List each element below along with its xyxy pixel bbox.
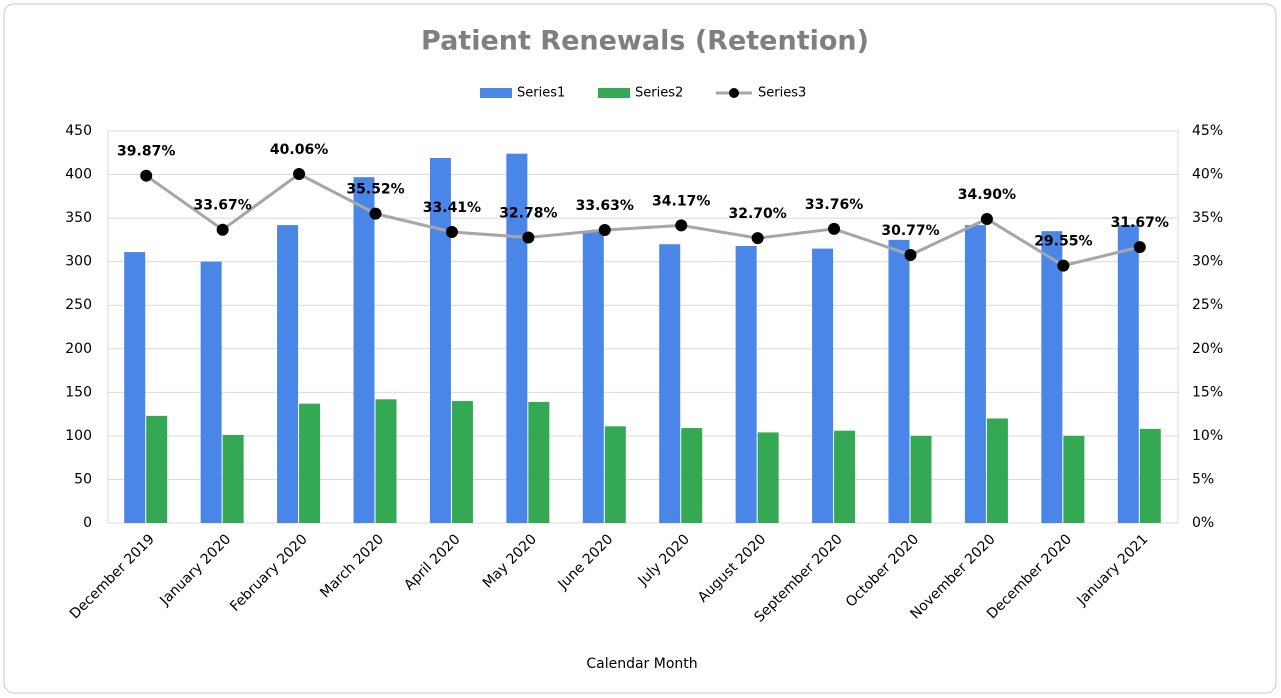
bar bbox=[222, 435, 244, 523]
y2-tick-label: 30% bbox=[1192, 254, 1223, 270]
bar bbox=[681, 428, 703, 523]
y2-tick-label: 5% bbox=[1192, 471, 1214, 487]
marker bbox=[598, 224, 611, 237]
data-label: 32.70% bbox=[728, 206, 786, 222]
bar bbox=[812, 248, 834, 523]
bar bbox=[299, 403, 321, 523]
bar bbox=[986, 418, 1008, 523]
y-tick-label: 50 bbox=[74, 471, 92, 487]
marker bbox=[216, 223, 229, 236]
marker bbox=[751, 232, 764, 245]
y-tick-label: 250 bbox=[65, 297, 92, 313]
bar bbox=[124, 252, 146, 523]
marker bbox=[675, 219, 688, 232]
bar bbox=[910, 435, 932, 523]
legend-swatch bbox=[480, 88, 512, 98]
bar bbox=[888, 239, 910, 523]
y-tick-label: 150 bbox=[65, 384, 92, 400]
marker bbox=[293, 168, 306, 181]
data-label: 33.41% bbox=[423, 200, 481, 216]
bar bbox=[375, 399, 397, 523]
data-label: 33.63% bbox=[576, 198, 634, 214]
y-tick-label: 350 bbox=[65, 210, 92, 226]
data-label: 34.17% bbox=[652, 193, 710, 209]
y2-tick-label: 35% bbox=[1192, 210, 1223, 226]
data-label: 35.52% bbox=[346, 182, 404, 198]
marker bbox=[140, 169, 153, 182]
y2-tick-label: 45% bbox=[1192, 123, 1223, 139]
bar bbox=[353, 177, 375, 523]
y2-tick-label: 0% bbox=[1192, 515, 1214, 531]
legend-label: Series3 bbox=[758, 86, 806, 101]
x-axis-title: Calendar Month bbox=[586, 656, 697, 672]
bar bbox=[757, 432, 779, 523]
legend-swatch bbox=[598, 88, 630, 98]
bar bbox=[1063, 435, 1085, 523]
bar bbox=[1117, 225, 1139, 523]
bar bbox=[506, 153, 528, 523]
bar bbox=[1139, 428, 1161, 523]
y-tick-label: 100 bbox=[65, 428, 92, 444]
data-label: 40.06% bbox=[270, 142, 328, 158]
data-label: 32.78% bbox=[499, 205, 557, 221]
bar bbox=[1041, 231, 1063, 523]
marker bbox=[445, 225, 458, 238]
legend-marker bbox=[729, 88, 739, 98]
bar bbox=[834, 430, 856, 523]
marker bbox=[522, 231, 535, 244]
y2-tick-label: 20% bbox=[1192, 341, 1223, 357]
data-label: 39.87% bbox=[117, 144, 175, 160]
bar bbox=[735, 245, 757, 523]
y2-tick-label: 25% bbox=[1192, 297, 1223, 313]
y2-tick-label: 40% bbox=[1192, 167, 1223, 183]
data-label: 33.76% bbox=[805, 197, 863, 213]
bar bbox=[604, 426, 626, 523]
bar bbox=[146, 415, 168, 523]
marker bbox=[980, 212, 993, 225]
bar bbox=[964, 225, 986, 523]
bar bbox=[528, 401, 550, 523]
marker bbox=[1057, 259, 1070, 272]
marker bbox=[904, 248, 917, 261]
marker bbox=[828, 222, 841, 235]
y-tick-label: 300 bbox=[65, 254, 92, 270]
y-tick-label: 400 bbox=[65, 167, 92, 183]
bar bbox=[200, 261, 222, 523]
bar bbox=[582, 231, 604, 523]
chart-title: Patient Renewals (Retention) bbox=[421, 26, 869, 57]
legend-label: Series1 bbox=[517, 86, 565, 101]
data-label: 34.90% bbox=[958, 187, 1016, 203]
y-tick-label: 200 bbox=[65, 341, 92, 357]
y-tick-label: 0 bbox=[83, 515, 92, 531]
marker bbox=[369, 207, 382, 220]
bar bbox=[451, 401, 473, 523]
bar bbox=[277, 225, 299, 523]
bar bbox=[659, 244, 681, 523]
data-label: 30.77% bbox=[881, 223, 939, 239]
data-label: 31.67% bbox=[1111, 215, 1169, 231]
marker bbox=[1133, 241, 1146, 254]
bar bbox=[429, 158, 451, 523]
legend-label: Series2 bbox=[635, 86, 683, 101]
data-label: 33.67% bbox=[193, 198, 251, 214]
y-tick-label: 450 bbox=[65, 123, 92, 139]
data-label: 29.55% bbox=[1034, 234, 1092, 250]
y2-tick-label: 10% bbox=[1192, 428, 1223, 444]
line bbox=[145, 172, 1141, 268]
y2-tick-label: 15% bbox=[1192, 384, 1223, 400]
